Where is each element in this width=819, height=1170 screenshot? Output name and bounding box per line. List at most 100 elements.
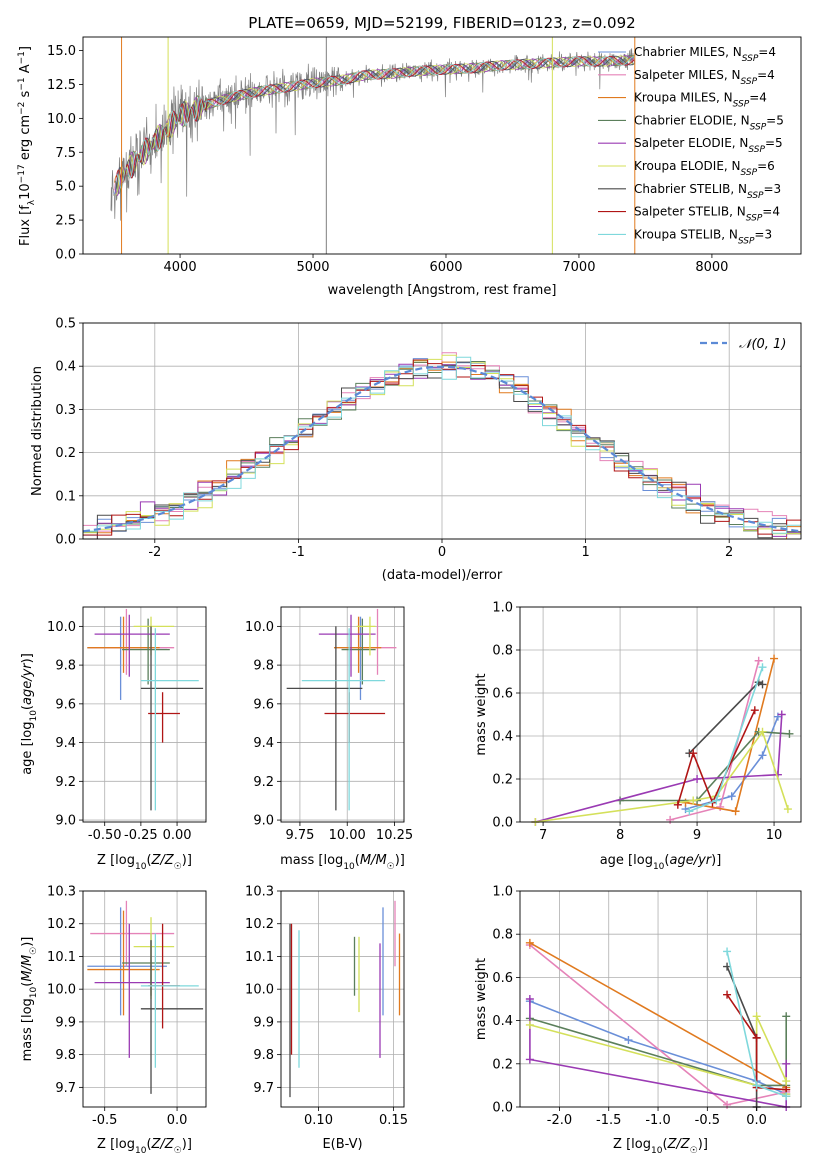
histogram-step (83, 352, 801, 535)
y-tick-label: 0.4 (55, 360, 76, 375)
y-tick-label: 10.0 (245, 983, 274, 998)
legend-label: Salpeter MILES, NSSP=4 (634, 68, 775, 87)
weight-marker (685, 807, 694, 816)
y-tick-label: 9.9 (55, 1015, 76, 1030)
y-tick-label: 0.1 (55, 489, 76, 504)
weight-marker (693, 775, 702, 783)
weight-marker (666, 815, 675, 824)
weight-series (666, 656, 763, 824)
y-tick-label: 9.8 (55, 1048, 76, 1063)
x-tick-label: 0.00 (163, 828, 192, 843)
model-line (116, 55, 635, 189)
weight-series (723, 947, 791, 1101)
model-line (114, 55, 635, 197)
x-tick-label: 8000 (695, 260, 728, 275)
error-bar-point (148, 692, 180, 743)
y-tick-label: 12.5 (47, 78, 76, 93)
weight-marker (750, 706, 759, 715)
x-tick-label: 0.10 (304, 1113, 333, 1128)
error-bar-point (333, 616, 382, 673)
legend-label: Salpeter STELIB, NSSP=4 (634, 205, 780, 224)
x-axis-label: E(B-V) (322, 1137, 362, 1152)
weight-marker (689, 749, 698, 758)
x-axis-label: age [log10(age/yr)] (600, 853, 722, 872)
error-bar-point (87, 616, 160, 673)
weight-marker (723, 947, 732, 956)
x-tick-label: 10.00 (329, 828, 366, 843)
y-tick-label: 10.0 (245, 620, 274, 635)
y-tick-label: 0.3 (55, 403, 76, 418)
y-tick-label: 0.8 (492, 644, 513, 659)
weight-marker (782, 1059, 791, 1068)
x-tick-label: -1 (292, 545, 305, 560)
y-tick-label: 10.0 (47, 620, 76, 635)
axes-frame (82, 606, 207, 823)
weight-marker (758, 663, 767, 672)
y-tick-label: 10.3 (47, 885, 76, 900)
error-bar-point (90, 900, 175, 967)
y-tick-label: 1.0 (492, 601, 513, 616)
weight-marker (754, 656, 763, 665)
y-tick-label: 9.7 (55, 1081, 76, 1096)
weight-marker (731, 807, 740, 816)
weight-marker (525, 938, 534, 947)
y-tick-label: 9.0 (253, 814, 274, 829)
legend-label: Kroupa ELODIE, NSSP=6 (634, 159, 775, 178)
y-tick-label: 9.6 (253, 697, 274, 712)
weight-marker (716, 802, 725, 811)
weight-line (677, 709, 756, 806)
y-tick-label: 0.5 (55, 317, 76, 332)
y-tick-label: 0.2 (55, 446, 76, 461)
panel-residuals: -2 -1 0 1 2 0.0 0.1 0.2 0.3 0.4 0.5 (data-model)/er… (30, 317, 802, 583)
x-tick-label: 0.15 (379, 1113, 408, 1128)
y-tick-label: 9.8 (253, 659, 274, 674)
y-tick-label: 9.4 (253, 736, 274, 751)
axes-frame (519, 606, 802, 823)
y-tick-label: 9.7 (253, 1081, 274, 1096)
chart-title: PLATE=0659, MJD=52199, FIBERID=0123, z=0… (248, 14, 635, 32)
y-tick-label: 9.2 (253, 775, 274, 790)
panel-age-vs-Z: -0.50 -0.25 0.00 9.0 9.2 9.4 9.6 9.8 10.0 Z [log1… (20, 606, 207, 872)
y-tick-label: 10.2 (47, 917, 76, 932)
x-tick-label: -1.5 (596, 1113, 621, 1128)
panel-mass-vs-EBV: 0.10 0.15 9.7 9.8 9.9 10.0 10.1 10.2 10.3 E(B-V) (245, 885, 408, 1153)
panel-spectrum: 4000 5000 6000 7000 8000 0.0 2.5 5.0 7.5 10.0 12.5… (17, 14, 802, 298)
y-tick-label: 10.1 (47, 950, 76, 965)
weight-marker (758, 727, 767, 736)
y-tick-label: 0.2 (492, 1057, 513, 1072)
axes-frame (280, 890, 405, 1108)
x-tick-label: 2 (725, 545, 733, 560)
x-tick-label: 1 (581, 545, 589, 560)
y-tick-label: 9.2 (55, 775, 76, 790)
legend-label: 𝒩(0, 1) (739, 337, 786, 352)
x-tick-label: 8 (616, 828, 624, 843)
legend: Chabrier MILES, NSSP=4 Salpeter MILES, NS… (598, 45, 784, 246)
y-tick-label: 0.6 (492, 971, 513, 986)
x-tick-label: -0.50 (88, 828, 122, 843)
model-line (115, 55, 635, 184)
plot-area (87, 608, 204, 811)
y-tick-label: 0.2 (492, 773, 513, 788)
x-tick-label: 5000 (296, 260, 329, 275)
y-tick-label: 10.3 (245, 885, 274, 900)
error-bar-point (94, 614, 170, 677)
weight-marker (723, 1100, 732, 1109)
weight-line (529, 1016, 787, 1087)
error-bar-point (140, 940, 204, 1094)
error-bar-point (318, 614, 376, 677)
weight-marker (752, 1033, 761, 1042)
y-tick-label: 9.9 (253, 1015, 274, 1030)
error-bar-point (87, 907, 167, 1016)
y-axis-label: mass weight (474, 958, 489, 1040)
x-tick-label: 9.75 (285, 828, 314, 843)
spectrum-data-line (110, 48, 636, 221)
plot-area (87, 900, 204, 1094)
axes-frame (82, 322, 802, 540)
x-tick-label: -2 (148, 545, 161, 560)
weight-marker (758, 680, 767, 689)
y-axis-label: mass weight (474, 673, 489, 755)
y-tick-label: 0.4 (492, 730, 513, 745)
y-tick-label: 5.0 (55, 180, 76, 195)
x-tick-label: 10.25 (376, 828, 413, 843)
